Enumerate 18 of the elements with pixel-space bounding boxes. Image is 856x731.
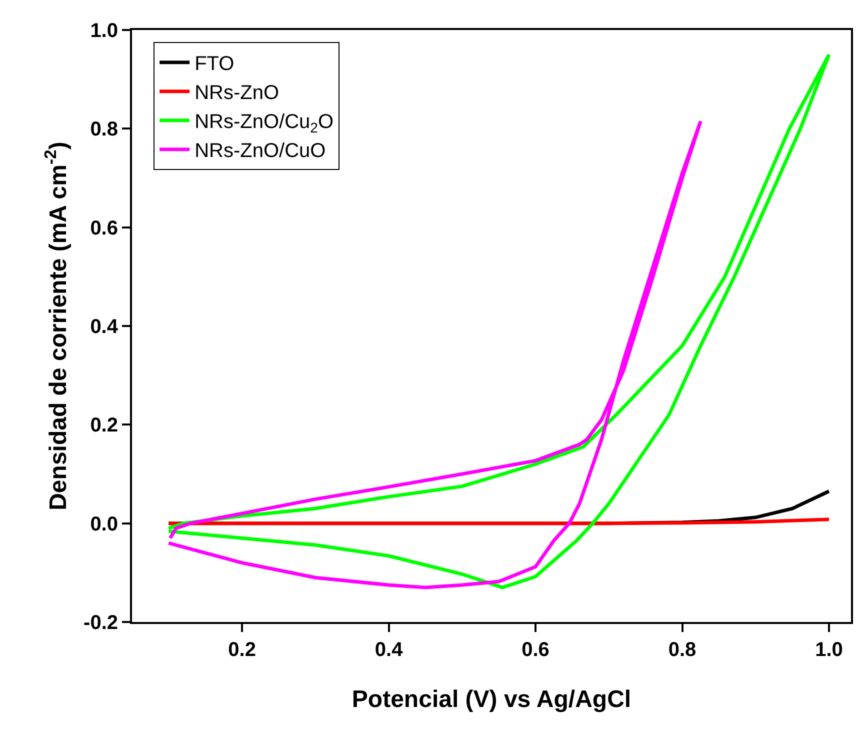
y-tick-label: 0.6 xyxy=(90,217,118,240)
x-tick-label: 0.8 xyxy=(668,639,696,661)
legend-label: NRs-ZnO xyxy=(194,82,280,104)
legend-label: FTO xyxy=(194,53,234,76)
x-tick-label: 1.0 xyxy=(815,639,843,661)
y-tick-label: 0.0 xyxy=(90,513,118,536)
x-tick-label: 0.4 xyxy=(374,639,404,661)
y-tick-label: 0.2 xyxy=(90,414,118,437)
legend-label: NRs-ZnO/CuO xyxy=(194,140,326,162)
x-tick-label: 0.2 xyxy=(228,639,256,661)
line-series xyxy=(166,52,831,590)
y-tick-label: 0.4 xyxy=(90,316,119,338)
legend-label: NRs-ZnO/Cu$_{2}$O xyxy=(194,111,334,136)
y-tick-label: 0.8 xyxy=(90,118,118,141)
x-axis-title: Potencial (V) vs Ag/AgCl xyxy=(352,686,632,713)
x-tick-label: 0.6 xyxy=(522,639,550,661)
y-tick-label: -0.2 xyxy=(84,612,118,634)
y-tick-label: 1.0 xyxy=(90,20,118,42)
